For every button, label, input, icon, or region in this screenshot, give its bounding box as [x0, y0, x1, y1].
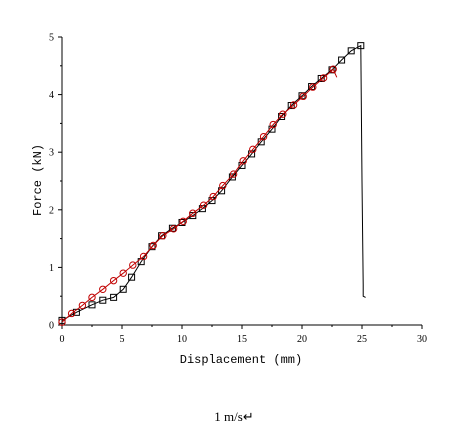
data-point-circle [329, 65, 337, 73]
data-point-circle [299, 92, 307, 101]
data-point-square [298, 92, 306, 100]
y-tick-label: 2 [49, 205, 54, 216]
x-axis-title: Displacement (mm) [180, 353, 302, 367]
data-point-square [128, 273, 136, 281]
x-tick-label: 0 [60, 334, 65, 345]
y-tick-label: 1 [49, 263, 54, 274]
data-point-circle [259, 132, 268, 141]
series-line-2 [61, 68, 338, 323]
data-point-circle [229, 170, 238, 178]
x-tick-label: 5 [120, 334, 125, 345]
data-point-circle [139, 252, 148, 261]
y-tick-label: 3 [49, 148, 54, 159]
data-point-circle [279, 110, 287, 118]
data-point-circle [319, 74, 328, 82]
data-point-square [88, 301, 96, 309]
data-point-square [178, 218, 186, 226]
data-point-circle [169, 225, 178, 233]
data-point-circle [289, 101, 298, 109]
data-point-circle [67, 309, 76, 318]
data-point-circle [239, 157, 247, 165]
data-point-circle [309, 83, 317, 91]
data-point-circle [219, 181, 227, 190]
x-tick-label: 10 [177, 334, 187, 345]
data-point-square [338, 56, 346, 64]
data-point-square [110, 293, 118, 301]
x-ticks: 0 5 10 15 20 25 30 [60, 325, 427, 345]
data-point-circle [119, 269, 127, 277]
data-point-circle [209, 192, 217, 201]
y-tick-label: 0 [49, 321, 54, 332]
data-point-circle [149, 241, 157, 250]
data-point-square [168, 224, 176, 232]
data-point-circle [58, 318, 66, 326]
x-tick-label: 30 [417, 334, 427, 345]
x-tick-label: 20 [297, 334, 307, 345]
data-point-square [347, 47, 355, 55]
x-tick-label: 15 [237, 334, 247, 345]
axes [61, 37, 422, 326]
data-point-square [119, 285, 127, 293]
data-point-square [148, 243, 156, 251]
data-point-square [357, 42, 365, 50]
data-point-square [328, 66, 336, 74]
data-point-circle [269, 120, 277, 129]
data-point-square [99, 296, 107, 304]
data-point-circle [109, 276, 118, 285]
data-point-circle [78, 301, 87, 310]
y-tick-label: 5 [49, 33, 54, 44]
y-ticks: 0 1 2 3 4 5 [49, 33, 62, 332]
data-point-circle [249, 145, 257, 154]
data-point-square [308, 83, 316, 91]
series-line-1 [61, 44, 366, 321]
y-tick-label: 4 [49, 90, 54, 101]
data-point-circle [189, 209, 197, 217]
series-layer [58, 42, 366, 326]
data-point-circle [179, 217, 187, 226]
data-point-circle [129, 261, 137, 269]
caption: 1 m/s↵ [214, 409, 254, 424]
data-point-circle [159, 232, 167, 240]
data-point-circle [99, 285, 107, 293]
x-tick-label: 25 [357, 334, 367, 345]
y-axis-title: Force (kN) [31, 144, 45, 216]
data-point-circle [199, 201, 208, 209]
data-point-circle [88, 293, 96, 302]
